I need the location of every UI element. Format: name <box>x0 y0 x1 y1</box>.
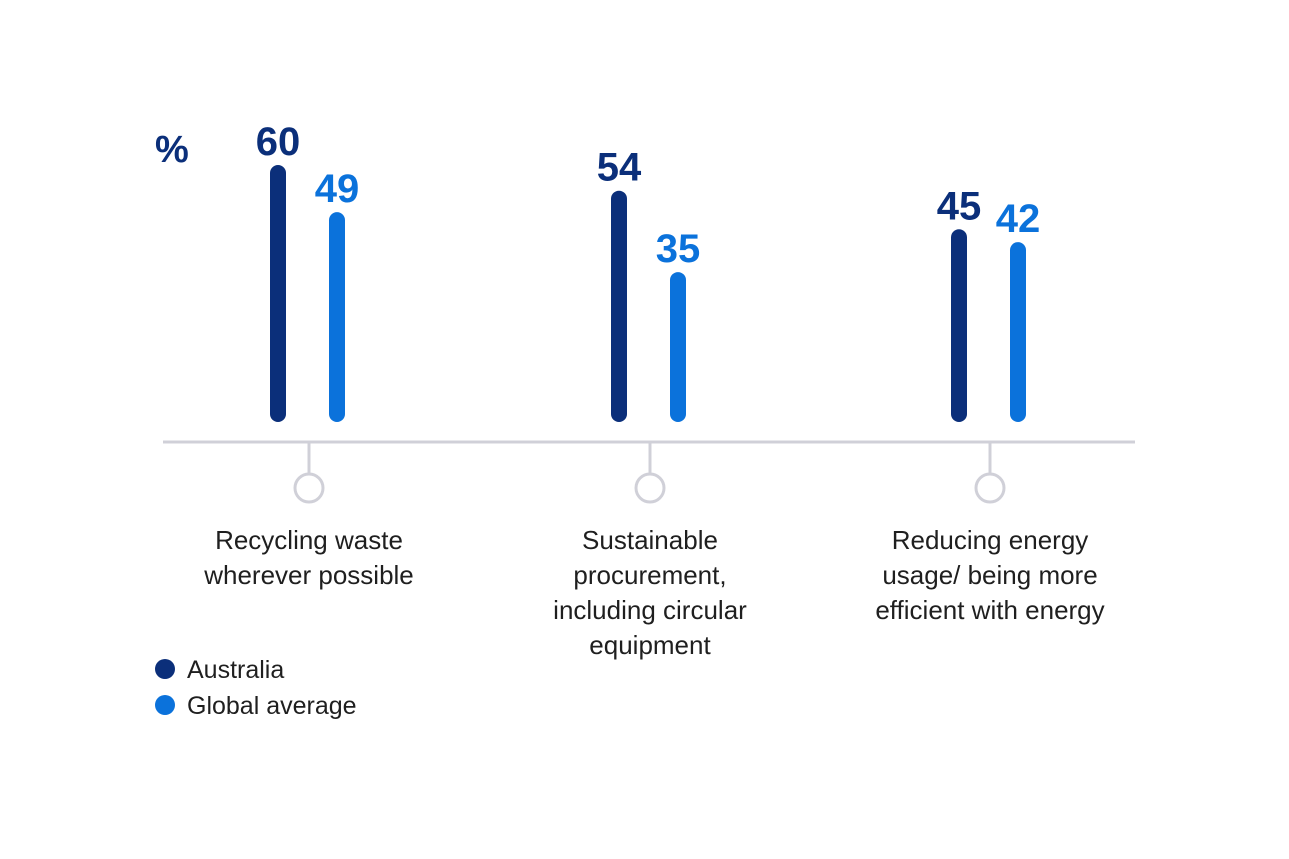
bar-global-average <box>670 272 686 422</box>
tick-circle <box>974 472 1006 504</box>
bar-australia <box>270 165 286 422</box>
data-label: 49 <box>315 167 360 211</box>
bar-australia <box>611 190 627 422</box>
category-label: usage/ being more <box>882 560 1097 590</box>
category-label: procurement, <box>573 560 726 590</box>
legend-marker <box>155 695 175 715</box>
category-label: Recycling waste <box>215 525 403 555</box>
data-label: 60 <box>256 120 301 164</box>
bar-global-average <box>1010 242 1026 422</box>
category-label: efficient with energy <box>875 595 1104 625</box>
legend-label: Global average <box>187 692 357 720</box>
bar-australia <box>951 229 967 422</box>
category-label: Reducing energy <box>892 525 1089 555</box>
unit-label: % <box>155 129 189 171</box>
legend-marker <box>155 659 175 679</box>
data-label: 45 <box>937 184 982 228</box>
tick-circle <box>634 472 666 504</box>
category-label: Sustainable <box>582 525 718 555</box>
bar-global-average <box>329 212 345 422</box>
category-label: equipment <box>589 630 711 660</box>
category-label: wherever possible <box>203 560 414 590</box>
data-label: 54 <box>597 146 642 190</box>
data-label: 35 <box>656 227 701 271</box>
tick-circle <box>293 472 325 504</box>
category-label: including circular <box>553 595 747 625</box>
legend-label: Australia <box>187 656 284 684</box>
data-label: 42 <box>996 197 1041 241</box>
